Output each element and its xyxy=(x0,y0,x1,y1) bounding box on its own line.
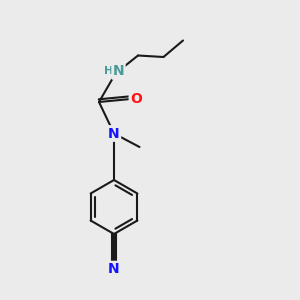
Text: H: H xyxy=(104,66,113,76)
Text: O: O xyxy=(130,92,142,106)
Text: N: N xyxy=(108,262,120,276)
Text: N: N xyxy=(108,127,120,140)
Text: N: N xyxy=(113,64,124,78)
